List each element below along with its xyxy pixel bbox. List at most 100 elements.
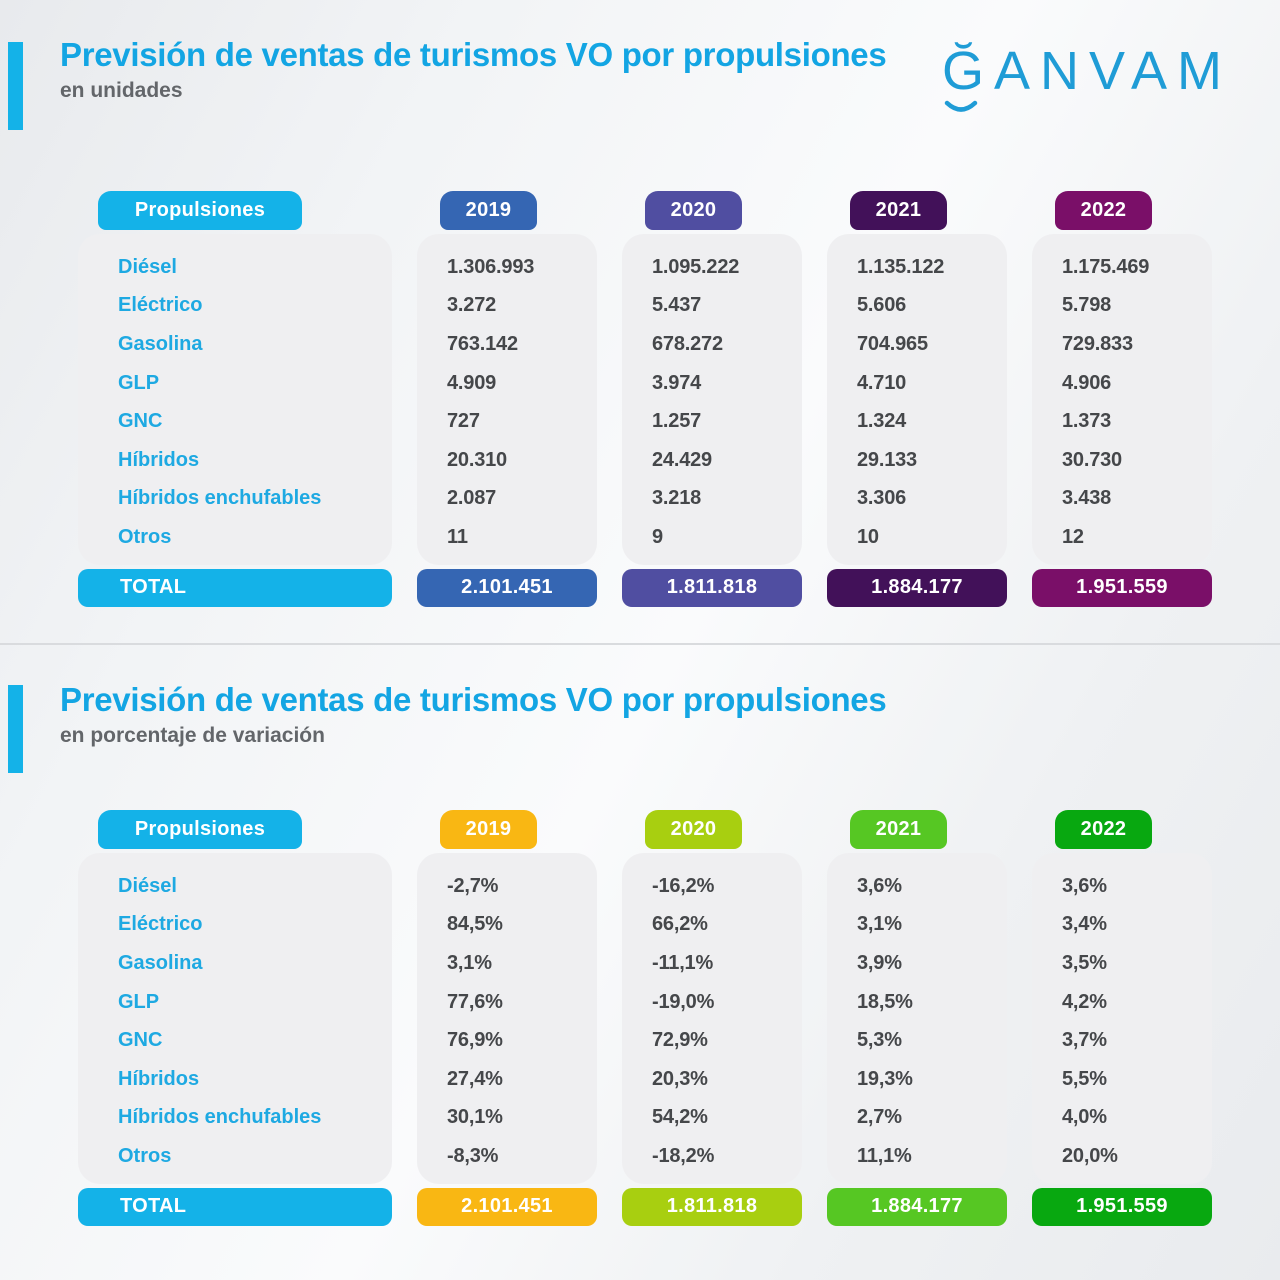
logo-letter-g: Ğ — [942, 40, 994, 112]
propulsion-value: 763.142 — [447, 332, 518, 355]
year-values: -16,2% 66,2% -11,1% -19,0% 72,9% 20,3% 54,2% -1… — [622, 853, 802, 1184]
propulsion-value: 1.306.993 — [447, 255, 535, 278]
propulsion-value: 1.373 — [1062, 410, 1112, 433]
propulsions-list: Diésel Eléctrico Gasolina GLP GNC Híbridos Híb… — [78, 853, 392, 1184]
propulsions-header-tab: Propulsiones — [98, 810, 302, 849]
propulsion-value: 20,0% — [1062, 1144, 1118, 1167]
propulsion-value: 76,9% — [447, 1029, 503, 1052]
propulsion-label: Gasolina — [118, 332, 203, 355]
propulsion-value: 1.175.469 — [1062, 255, 1150, 278]
propulsion-value: 29.133 — [857, 448, 917, 471]
propulsion-value: 3.974 — [652, 371, 702, 394]
propulsion-value: 24.429 — [652, 448, 712, 471]
year-values: 3,6% 3,4% 3,5% 4,2% 3,7% 5,5% 4,0% 20,0% — [1032, 853, 1212, 1184]
propulsion-value: 66,2% — [652, 913, 708, 936]
propulsion-units-table: Propulsiones Diésel Eléctrico Gasolina GLP GN… — [78, 191, 1212, 607]
total-label-pill: TOTAL — [78, 568, 392, 607]
variation-section: Previsión de ventas de turismos VO por p… — [0, 643, 1280, 1280]
propulsion-value: -18,2% — [652, 1144, 715, 1167]
propulsion-label: Híbridos enchufables — [118, 1106, 322, 1129]
total-value-pill: 1.951.559 — [1032, 1187, 1212, 1226]
propulsion-label: GNC — [118, 410, 163, 433]
section-subtitle: en porcentaje de variación — [60, 723, 325, 747]
propulsion-value: 4.906 — [1062, 371, 1112, 394]
total-value-pill: 1.884.177 — [827, 568, 1007, 607]
propulsion-value: 2.087 — [447, 487, 497, 510]
propulsion-value: 27,4% — [447, 1067, 503, 1090]
propulsion-label: GNC — [118, 1029, 163, 1052]
ganvam-logo: Ğ ANVAM — [942, 40, 1232, 112]
propulsion-label: Diésel — [118, 255, 177, 278]
section-title: Previsión de ventas de turismos VO por p… — [60, 36, 887, 73]
year-column-2022: 2022 1.175.469 5.798 729.833 4.906 1.373 30.73… — [1032, 191, 1212, 607]
year-values: 3,6% 3,1% 3,9% 18,5% 5,3% 19,3% 2,7% 11,1% — [827, 853, 1007, 1184]
propulsion-value: 4.909 — [447, 371, 497, 394]
propulsion-value: 5,3% — [857, 1029, 902, 1052]
propulsion-value: 72,9% — [652, 1029, 708, 1052]
year-values: 1.135.122 5.606 704.965 4.710 1.324 29.133 3.3… — [827, 234, 1007, 565]
propulsion-value: 3,1% — [447, 951, 492, 974]
propulsion-value: 12 — [1062, 525, 1084, 548]
total-value-pill: 1.811.818 — [622, 568, 802, 607]
propulsion-label: GLP — [118, 371, 160, 394]
year-header-tab: 2019 — [440, 191, 537, 230]
propulsion-label: Diésel — [118, 874, 177, 897]
propulsion-value: 3.272 — [447, 294, 497, 317]
year-column-2020: 2020 -16,2% 66,2% -11,1% -19,0% 72,9% 20,3% 54,… — [622, 810, 802, 1226]
year-header-tab: 2019 — [440, 810, 537, 849]
year-header-tab: 2020 — [645, 810, 742, 849]
propulsion-value: 2,7% — [857, 1106, 902, 1129]
year-header-tab: 2022 — [1055, 191, 1152, 230]
total-value-pill: 1.884.177 — [827, 1187, 1007, 1226]
propulsion-value: 729.833 — [1062, 332, 1133, 355]
propulsion-label: Otros — [118, 1144, 172, 1167]
propulsion-value: -8,3% — [447, 1144, 499, 1167]
section-header: Previsión de ventas de turismos VO por p… — [60, 681, 887, 748]
propulsion-value: 77,6% — [447, 990, 503, 1013]
year-column-2019: 2019 1.306.993 3.272 763.142 4.909 727 20.310 2… — [417, 191, 597, 607]
propulsion-value: 11 — [447, 525, 468, 548]
propulsion-value: 3,4% — [1062, 913, 1107, 936]
propulsions-column: Propulsiones Diésel Eléctrico Gasolina GLP GN… — [78, 191, 392, 607]
propulsion-value: 20.310 — [447, 448, 507, 471]
propulsion-label: Híbridos — [118, 448, 200, 471]
year-header-tab: 2022 — [1055, 810, 1152, 849]
propulsion-value: -2,7% — [447, 874, 499, 897]
propulsion-label: Otros — [118, 525, 172, 548]
propulsion-value: -16,2% — [652, 874, 715, 897]
propulsion-variation-table: Propulsiones Diésel Eléctrico Gasolina GLP GN… — [78, 810, 1212, 1226]
propulsion-value: 3,9% — [857, 951, 902, 974]
propulsion-label: GLP — [118, 990, 160, 1013]
year-header-tab: 2020 — [645, 191, 742, 230]
propulsion-value: 5,5% — [1062, 1067, 1107, 1090]
section-header: Previsión de ventas de turismos VO por p… — [60, 36, 887, 103]
year-column-2021: 2021 1.135.122 5.606 704.965 4.710 1.324 29.13… — [827, 191, 1007, 607]
total-value-pill: 2.101.451 — [417, 1187, 597, 1226]
year-header-tab: 2021 — [850, 810, 947, 849]
propulsion-value: 19,3% — [857, 1067, 913, 1090]
propulsion-value: 727 — [447, 410, 480, 433]
year-column-2022: 2022 3,6% 3,4% 3,5% 4,2% 3,7% 5,5% 4,0% 20,0% 1.9… — [1032, 810, 1212, 1226]
propulsion-value: 1.324 — [857, 410, 907, 433]
year-values: 1.175.469 5.798 729.833 4.906 1.373 30.730 3.4… — [1032, 234, 1212, 565]
year-column-2019: 2019 -2,7% 84,5% 3,1% 77,6% 76,9% 27,4% 30,1% -8… — [417, 810, 597, 1226]
propulsion-value: 3,6% — [857, 874, 902, 897]
propulsion-value: 704.965 — [857, 332, 928, 355]
propulsion-label: Híbridos — [118, 1067, 200, 1090]
propulsion-value: 1.095.222 — [652, 255, 740, 278]
propulsion-value: 11,1% — [857, 1144, 912, 1167]
propulsion-value: 3,5% — [1062, 951, 1107, 974]
propulsion-value: 4,0% — [1062, 1106, 1107, 1129]
year-values: 1.306.993 3.272 763.142 4.909 727 20.310 2.087… — [417, 234, 597, 565]
propulsion-value: 9 — [652, 525, 663, 548]
propulsion-value: 5.606 — [857, 294, 907, 317]
propulsion-value: 3.306 — [857, 487, 907, 510]
propulsion-value: 1.257 — [652, 410, 702, 433]
propulsion-value: 3.218 — [652, 487, 702, 510]
propulsions-column: Propulsiones Diésel Eléctrico Gasolina GLP GN… — [78, 810, 392, 1226]
propulsion-label: Eléctrico — [118, 294, 203, 317]
propulsion-label: Eléctrico — [118, 913, 203, 936]
propulsion-value: 5.798 — [1062, 294, 1112, 317]
propulsion-value: 10 — [857, 525, 879, 548]
propulsion-value: -11,1% — [652, 951, 714, 974]
